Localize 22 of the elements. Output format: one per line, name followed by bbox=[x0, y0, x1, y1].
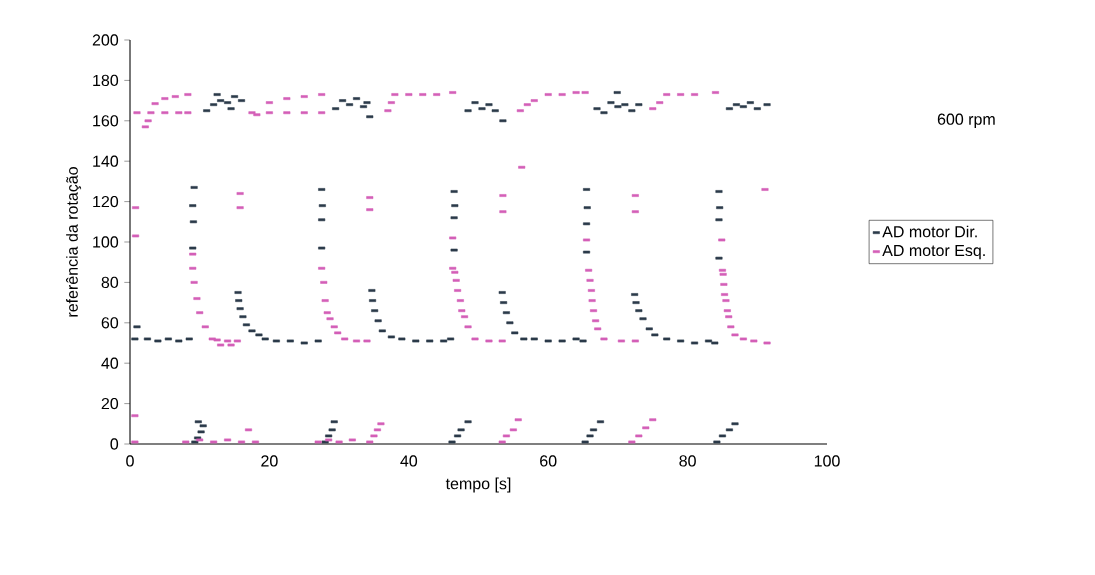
y-tick-label: 160 bbox=[93, 115, 119, 127]
legend-label: AD motor Dir. bbox=[882, 225, 977, 238]
x-tick-label: 100 bbox=[814, 455, 840, 467]
x-tick-label: 60 bbox=[540, 455, 557, 467]
y-tick-label: 0 bbox=[110, 438, 119, 450]
text: 600 rpm bbox=[937, 113, 995, 129]
x-tick-label: 20 bbox=[261, 455, 278, 467]
y-tick-label: 180 bbox=[93, 74, 119, 87]
y-tick-label: 120 bbox=[93, 195, 119, 208]
y-tick-label: 140 bbox=[93, 155, 119, 167]
x-tick-label: 0 bbox=[126, 455, 134, 467]
x-axis-title: tempo [s] bbox=[445, 477, 511, 493]
y-tick-label: 80 bbox=[101, 276, 119, 289]
x-tick-label: 40 bbox=[400, 455, 418, 467]
y-tick-label: 60 bbox=[101, 317, 119, 329]
y-tick-label: 20 bbox=[101, 397, 119, 410]
x-tick-label: 80 bbox=[679, 455, 696, 467]
y-tick-label: 200 bbox=[92, 34, 119, 46]
y-tick-label: 100 bbox=[93, 236, 119, 248]
legend-label: AD motor Esq. bbox=[882, 244, 985, 260]
y-tick-label: 40 bbox=[101, 357, 119, 369]
y-axis-title: referência da rotação bbox=[66, 167, 82, 317]
